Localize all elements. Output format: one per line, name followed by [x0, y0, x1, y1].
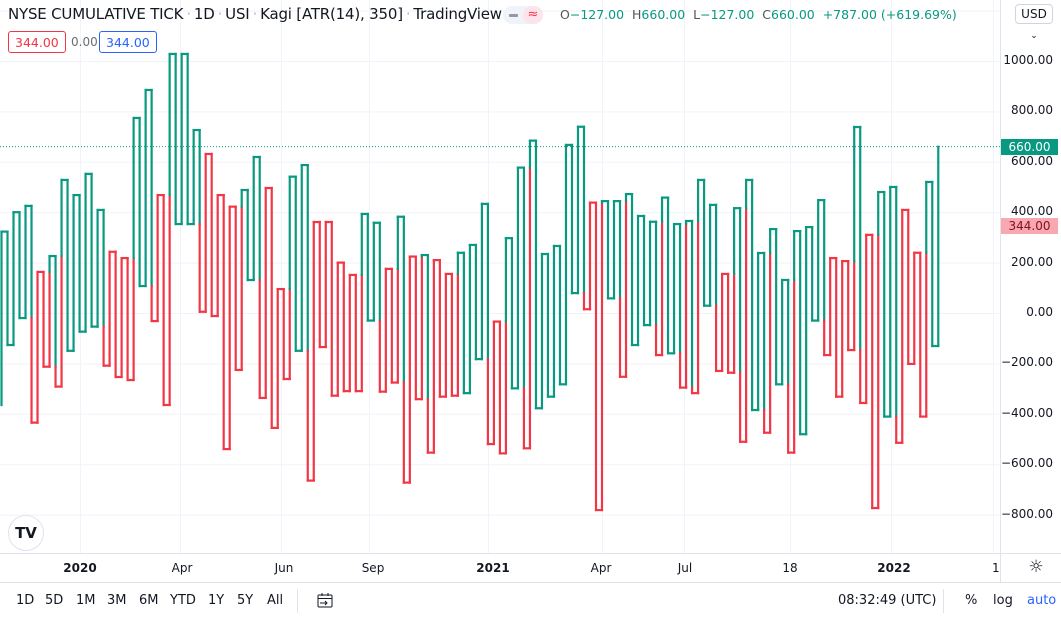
- divider: [943, 589, 944, 613]
- interval[interactable]: 1D: [193, 5, 215, 23]
- separator: ·: [217, 5, 223, 23]
- percent-toggle[interactable]: %: [965, 593, 978, 608]
- range-button-1y[interactable]: 1Y: [208, 593, 225, 608]
- symbol-name[interactable]: NYSE CUMULATIVE TICK: [8, 5, 184, 23]
- separator: ·: [252, 5, 258, 23]
- auto-scale-toggle[interactable]: auto: [1027, 593, 1057, 608]
- ohlc-legend: O−127.00 H660.00 L−127.00 C660.00 +787.0…: [560, 7, 957, 22]
- range-button-5y[interactable]: 5Y: [237, 593, 254, 608]
- time-tick-label: Apr: [171, 561, 193, 575]
- change-value: +787.00 (+619.69%): [822, 7, 957, 22]
- time-tick-label: 2021: [476, 561, 510, 575]
- goto-date-calendar-icon[interactable]: [316, 592, 334, 613]
- clock[interactable]: 08:32:49 (UTC): [838, 593, 937, 608]
- range-button-all[interactable]: All: [267, 593, 284, 608]
- open-value: −127.00: [569, 7, 625, 22]
- range-button-5d[interactable]: 5D: [45, 593, 64, 608]
- last-price-tag: 660.00: [1001, 138, 1058, 155]
- high-value: 660.00: [641, 7, 686, 22]
- time-tick-label: 14: [992, 561, 1000, 575]
- bid-price-tag: 344.00: [1001, 218, 1058, 235]
- data-source: TradingView: [413, 5, 502, 23]
- sell-button[interactable]: 344.00: [8, 31, 66, 53]
- chevron-down-icon: ⌄: [1030, 31, 1038, 41]
- price-tick-label: 400.00: [1011, 204, 1053, 219]
- log-toggle[interactable]: log: [993, 593, 1013, 608]
- time-tick-label: 2020: [63, 561, 97, 575]
- range-button-ytd[interactable]: YTD: [170, 593, 196, 608]
- spread-value: 0.00: [71, 35, 98, 49]
- range-button-1d[interactable]: 1D: [16, 593, 35, 608]
- price-tick-label: 600.00: [1011, 153, 1053, 168]
- settings-gear-icon[interactable]: ☼: [1028, 557, 1044, 577]
- range-button-1m[interactable]: 1M: [76, 593, 96, 608]
- currency-label: USD: [1021, 7, 1047, 21]
- time-tick-label: 2022: [877, 561, 911, 575]
- low-value: −127.00: [700, 7, 755, 22]
- separator: ·: [405, 5, 411, 23]
- wave-icon[interactable]: ≈: [523, 6, 543, 24]
- low-label: L: [693, 7, 701, 22]
- chart-style[interactable]: Kagi [ATR(14), 350]: [260, 5, 403, 23]
- time-tick-label: Jun: [274, 561, 294, 575]
- legend-toggle[interactable]: ≈: [503, 6, 543, 24]
- tradingview-logo[interactable]: TV: [8, 515, 44, 551]
- time-tick-label: Jul: [677, 561, 693, 575]
- range-button-3m[interactable]: 3M: [107, 593, 127, 608]
- range-button-6m[interactable]: 6M: [139, 593, 159, 608]
- collapse-icon[interactable]: [509, 14, 518, 17]
- time-tick-label: Apr: [590, 561, 612, 575]
- exchange: USI: [225, 5, 250, 23]
- price-tick-label: −800.00: [1000, 506, 1053, 521]
- grid: [0, 0, 1000, 553]
- close-label: C: [762, 7, 771, 22]
- close-value: 660.00: [771, 7, 815, 22]
- time-tick-label: Sep: [361, 561, 385, 575]
- open-label: O: [560, 7, 570, 22]
- divider: [297, 589, 298, 613]
- buy-button[interactable]: 344.00: [99, 31, 157, 53]
- separator: ·: [186, 5, 191, 23]
- kagi-series: [0, 52, 940, 512]
- price-tick-label: 800.00: [1011, 103, 1053, 118]
- chart-title: NYSE CUMULATIVE TICK · 1D · USI · Kagi [ATR(14…: [8, 5, 502, 23]
- price-tick-label: 0.00: [1026, 305, 1053, 319]
- high-label: H: [632, 7, 642, 22]
- price-tick-label: −200.00: [1000, 355, 1053, 370]
- price-tick-label: −400.00: [1000, 405, 1053, 420]
- price-tick-label: −600.00: [1000, 456, 1053, 471]
- price-tick-label: 1000.00: [1003, 53, 1053, 67]
- time-tick-label: 18: [782, 561, 798, 575]
- price-tick-label: 200.00: [1011, 254, 1053, 269]
- currency-select[interactable]: USD ⌄: [1015, 4, 1053, 41]
